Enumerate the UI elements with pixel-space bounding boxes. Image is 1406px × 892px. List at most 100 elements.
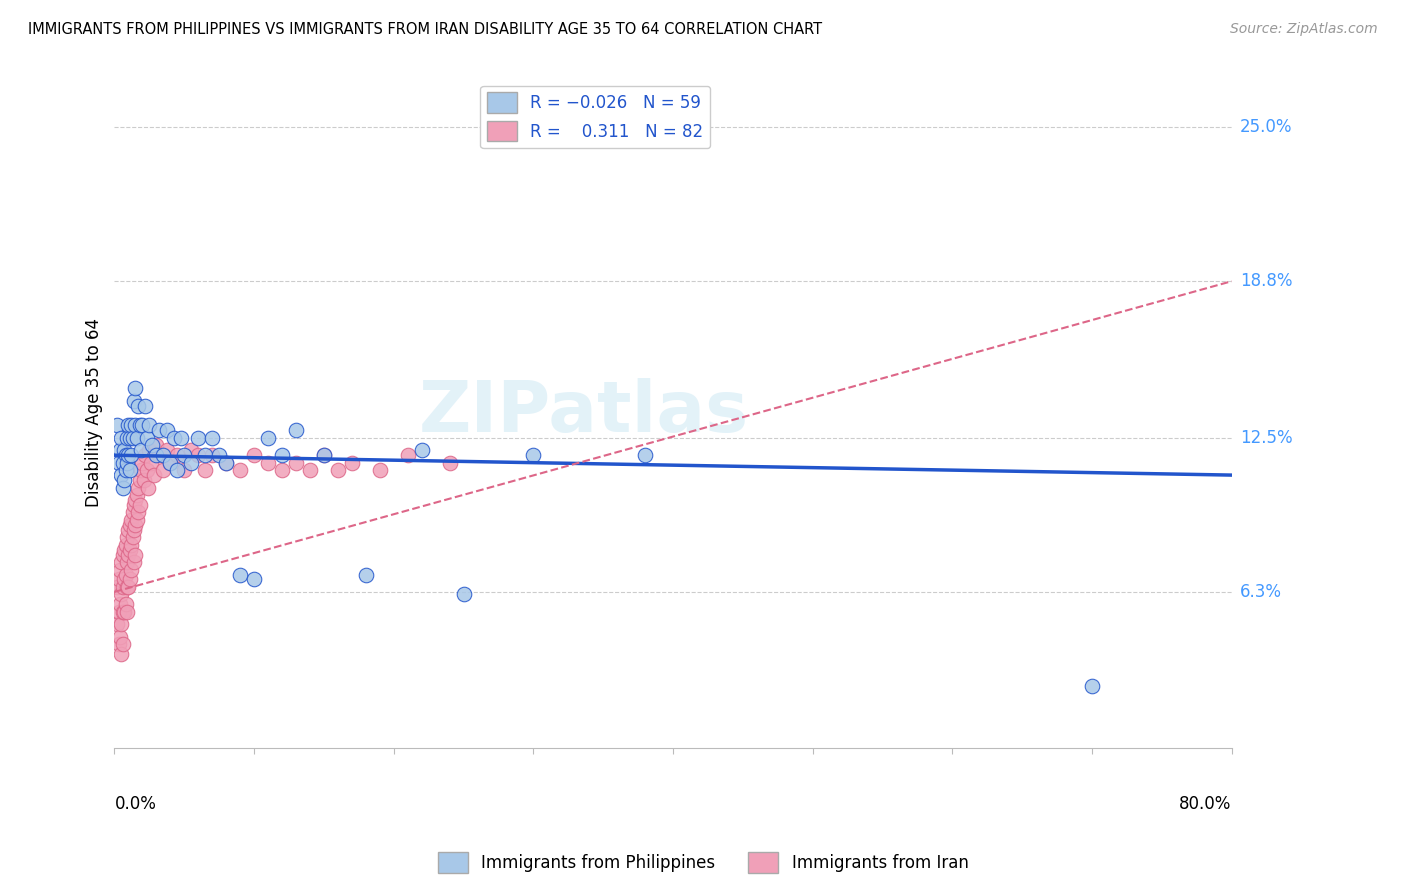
- Text: 0.0%: 0.0%: [114, 796, 156, 814]
- Point: [141, 438, 163, 452]
- Text: 6.3%: 6.3%: [1240, 582, 1282, 601]
- Point: [124, 548, 146, 562]
- Point: [115, 431, 138, 445]
- Point: [107, 573, 129, 587]
- Point: [152, 463, 174, 477]
- Point: [114, 463, 136, 477]
- Point: [110, 431, 132, 445]
- Point: [340, 456, 363, 470]
- Point: [117, 580, 139, 594]
- Point: [105, 617, 128, 632]
- Point: [145, 438, 167, 452]
- Point: [138, 418, 160, 433]
- Point: [135, 431, 157, 445]
- Point: [107, 605, 129, 619]
- Point: [243, 448, 266, 462]
- Point: [125, 513, 148, 527]
- Point: [136, 481, 159, 495]
- Point: [215, 456, 238, 470]
- Point: [215, 456, 238, 470]
- Point: [122, 393, 145, 408]
- Point: [134, 448, 156, 462]
- Point: [111, 605, 134, 619]
- Point: [135, 463, 157, 477]
- Y-axis label: Disability Age 35 to 64: Disability Age 35 to 64: [86, 318, 103, 508]
- Point: [166, 463, 188, 477]
- Point: [1081, 679, 1104, 693]
- Point: [229, 567, 252, 582]
- Point: [271, 448, 294, 462]
- Point: [453, 587, 475, 601]
- Point: [156, 443, 179, 458]
- Point: [117, 418, 139, 433]
- Point: [522, 448, 544, 462]
- Point: [125, 431, 148, 445]
- Point: [634, 448, 657, 462]
- Point: [120, 448, 142, 462]
- Point: [129, 443, 152, 458]
- Point: [170, 431, 193, 445]
- Point: [194, 463, 217, 477]
- Point: [115, 530, 138, 544]
- Point: [411, 443, 433, 458]
- Text: 12.5%: 12.5%: [1240, 429, 1292, 447]
- Point: [148, 423, 170, 437]
- Point: [110, 555, 132, 569]
- Point: [112, 443, 135, 458]
- Point: [111, 637, 134, 651]
- Point: [129, 463, 152, 477]
- Point: [159, 456, 181, 470]
- Text: Source: ZipAtlas.com: Source: ZipAtlas.com: [1230, 22, 1378, 37]
- Point: [284, 456, 307, 470]
- Point: [257, 431, 280, 445]
- Point: [187, 448, 209, 462]
- Point: [118, 517, 141, 532]
- Text: IMMIGRANTS FROM PHILIPPINES VS IMMIGRANTS FROM IRAN DISABILITY AGE 35 TO 64 CORR: IMMIGRANTS FROM PHILIPPINES VS IMMIGRANT…: [28, 22, 823, 37]
- Point: [439, 456, 461, 470]
- Point: [173, 448, 195, 462]
- Point: [201, 448, 224, 462]
- Point: [159, 456, 181, 470]
- Legend: R = −0.026   N = 59, R =    0.311   N = 82: R = −0.026 N = 59, R = 0.311 N = 82: [481, 86, 710, 148]
- Point: [152, 448, 174, 462]
- Point: [118, 542, 141, 557]
- Point: [111, 456, 134, 470]
- Point: [114, 538, 136, 552]
- Point: [163, 431, 186, 445]
- Text: 18.8%: 18.8%: [1240, 272, 1292, 290]
- Point: [284, 423, 307, 437]
- Point: [110, 468, 132, 483]
- Point: [128, 498, 150, 512]
- Point: [312, 448, 335, 462]
- Point: [326, 463, 349, 477]
- Point: [156, 423, 179, 437]
- Point: [117, 448, 139, 462]
- Point: [111, 580, 134, 594]
- Point: [131, 456, 153, 470]
- Point: [121, 431, 143, 445]
- Point: [180, 443, 202, 458]
- Point: [120, 418, 142, 433]
- Point: [127, 481, 149, 495]
- Text: 80.0%: 80.0%: [1180, 796, 1232, 814]
- Point: [145, 448, 167, 462]
- Point: [120, 538, 142, 552]
- Point: [108, 598, 131, 612]
- Point: [128, 473, 150, 487]
- Point: [118, 463, 141, 477]
- Point: [107, 637, 129, 651]
- Text: 25.0%: 25.0%: [1240, 118, 1292, 136]
- Point: [208, 448, 231, 462]
- Point: [134, 399, 156, 413]
- Point: [120, 513, 142, 527]
- Point: [124, 492, 146, 507]
- Point: [128, 418, 150, 433]
- Text: ZIPatlas: ZIPatlas: [419, 378, 749, 448]
- Point: [120, 562, 142, 576]
- Point: [127, 399, 149, 413]
- Point: [124, 517, 146, 532]
- Point: [396, 448, 419, 462]
- Point: [201, 431, 224, 445]
- Point: [298, 463, 321, 477]
- Point: [368, 463, 391, 477]
